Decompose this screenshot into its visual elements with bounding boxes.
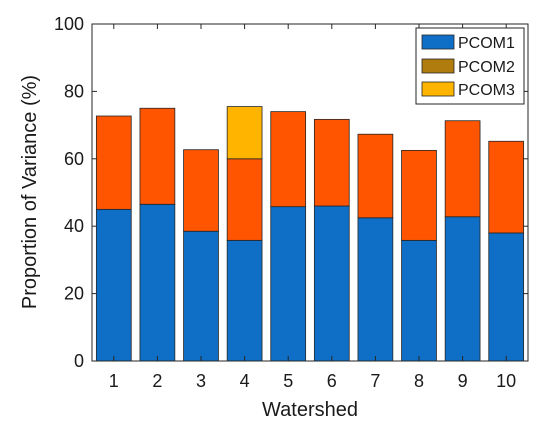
x-tick-label: 2 [152, 371, 162, 391]
legend-swatch-pcom2 [421, 58, 455, 74]
y-tick-label: 0 [74, 351, 84, 371]
x-tick-label: 10 [496, 371, 516, 391]
bar-pcom1-watershed-4 [226, 239, 263, 362]
bar-pcom2-watershed-7 [357, 133, 394, 219]
y-axis-ticks: 0 20 40 60 80 100 [54, 14, 528, 371]
bar-pcom1-watershed-8 [401, 239, 437, 362]
y-tick-label: 100 [54, 14, 84, 34]
bar-pcom1-watershed-10 [488, 232, 525, 362]
x-axis-title: Watershed [262, 399, 358, 421]
bar-pcom3-watershed-4 [226, 106, 263, 160]
x-tick-label: 3 [196, 371, 206, 391]
x-tick-label: 6 [327, 371, 337, 391]
bar-pcom1-watershed-5 [270, 206, 307, 362]
x-tick-label: 8 [414, 371, 424, 391]
y-tick-label: 60 [64, 149, 84, 169]
x-tick-label: 9 [458, 371, 468, 391]
legend-label-pcom1: PCOM1 [458, 35, 515, 52]
bar-pcom1-watershed-3 [183, 230, 219, 362]
x-tick-label: 7 [370, 371, 380, 391]
legend-label-pcom2: PCOM2 [458, 59, 515, 76]
bar-pcom2-watershed-10 [488, 140, 525, 234]
legend-swatch-pcom1 [421, 34, 455, 50]
x-tick-label: 1 [109, 371, 119, 391]
bar-pcom2-watershed-3 [183, 149, 219, 232]
y-tick-label: 80 [64, 81, 84, 101]
bar-pcom2-watershed-9 [444, 120, 481, 218]
x-axis-ticks: 1 2 3 4 5 6 7 8 9 10 [109, 24, 516, 391]
legend-swatch-pcom3 [421, 81, 455, 97]
bar-pcom2-watershed-6 [313, 118, 350, 207]
bar-pcom2-watershed-2 [139, 107, 176, 205]
x-tick-label: 4 [240, 371, 250, 391]
bar-pcom1-watershed-9 [444, 216, 481, 362]
legend: PCOM1 PCOM2 PCOM3 [415, 27, 525, 105]
bar-pcom2-watershed-4 [226, 158, 263, 241]
bar-pcom1-watershed-6 [313, 205, 350, 362]
bars-group [95, 106, 525, 362]
bar-pcom2-watershed-8 [401, 149, 437, 241]
bar-pcom2-watershed-1 [95, 115, 132, 210]
y-tick-label: 40 [64, 216, 84, 236]
bar-pcom1-watershed-1 [95, 208, 132, 362]
bar-pcom1-watershed-2 [139, 203, 176, 362]
x-tick-label: 5 [283, 371, 293, 391]
y-tick-label: 20 [64, 284, 84, 304]
bar-pcom2-watershed-5 [270, 111, 307, 208]
y-axis-title: Proportion of Variance (%) [19, 75, 41, 309]
plot-area-frame [91, 23, 529, 362]
bar-pcom1-watershed-7 [357, 217, 394, 362]
legend-label-pcom3: PCOM3 [458, 82, 515, 99]
